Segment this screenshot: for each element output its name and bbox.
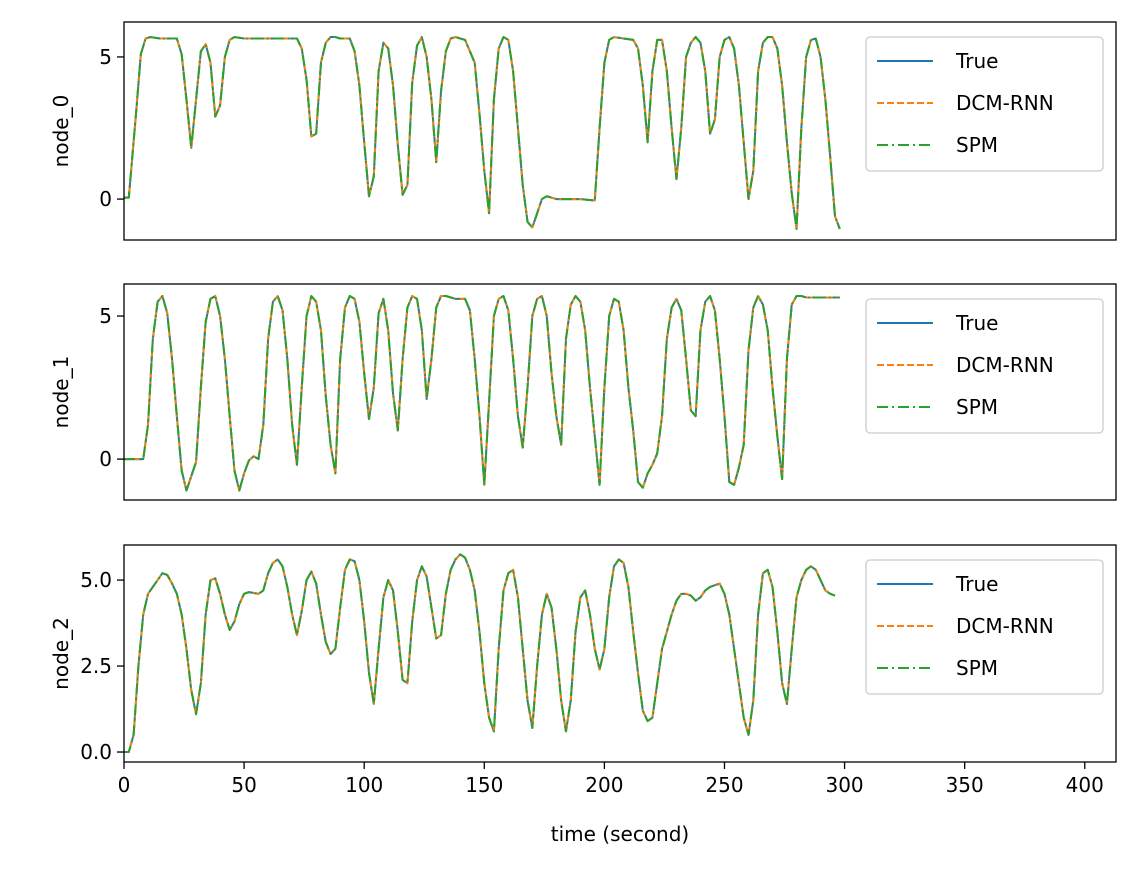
axes-frame bbox=[123, 21, 1117, 241]
legend: True DCM-RNN SPM bbox=[865, 298, 1104, 434]
x-tick-label: 150 bbox=[465, 773, 503, 797]
y-tick-label: 2.5 bbox=[80, 654, 112, 678]
x-tick-label: 200 bbox=[585, 773, 623, 797]
y-axis-label: node_2 bbox=[49, 617, 73, 690]
plot-area bbox=[124, 295, 840, 492]
plot-area bbox=[124, 36, 841, 230]
y-tick-label: 0.0 bbox=[80, 740, 112, 764]
plot-area bbox=[124, 553, 836, 754]
legend-label: True bbox=[955, 311, 998, 335]
y-tick-label: 5 bbox=[99, 45, 112, 69]
y-axis-label: node_0 bbox=[49, 95, 73, 168]
legend-label: DCM-RNN bbox=[956, 614, 1054, 638]
legend-label: SPM bbox=[956, 656, 998, 680]
legend-label: True bbox=[955, 572, 998, 596]
series-line bbox=[124, 553, 836, 754]
y-axis-label: node_1 bbox=[49, 356, 73, 429]
x-tick-label: 300 bbox=[825, 773, 863, 797]
legend-box bbox=[865, 559, 1104, 695]
legend-label: SPM bbox=[956, 133, 998, 157]
subplot: 0 5 node_0 True DCM-RNN SPM bbox=[49, 21, 1117, 241]
legend: True DCM-RNN SPM bbox=[865, 36, 1104, 172]
series-line bbox=[124, 295, 840, 492]
series-line bbox=[124, 36, 841, 230]
series-line bbox=[124, 36, 841, 230]
legend-box bbox=[865, 36, 1104, 172]
subplot: 0 5 node_1 True DCM-RNN SPM bbox=[49, 283, 1117, 501]
x-tick-label: 400 bbox=[1066, 773, 1104, 797]
subplot: 0.0 2.5 5.0 0 50 100 150 200 250 300 350 400 node_2t… bbox=[49, 544, 1117, 846]
y-tick-label: 5 bbox=[99, 304, 112, 328]
legend-label: SPM bbox=[956, 395, 998, 419]
legend-label: DCM-RNN bbox=[956, 353, 1054, 377]
axes-frame bbox=[123, 283, 1117, 501]
legend-label: True bbox=[955, 49, 998, 73]
legend: True DCM-RNN SPM bbox=[865, 559, 1104, 695]
series-line bbox=[124, 295, 840, 492]
series-line bbox=[124, 553, 836, 754]
x-tick-label: 350 bbox=[946, 773, 984, 797]
x-tick-label: 100 bbox=[345, 773, 383, 797]
x-tick-label: 250 bbox=[705, 773, 743, 797]
y-tick-label: 0 bbox=[99, 187, 112, 211]
x-tick-label: 0 bbox=[118, 773, 131, 797]
series-line bbox=[124, 553, 836, 754]
x-axis-label: time (second) bbox=[551, 822, 689, 846]
y-tick-label: 5.0 bbox=[80, 568, 112, 592]
y-tick-label: 0 bbox=[99, 447, 112, 471]
x-tick-label: 50 bbox=[231, 773, 256, 797]
axes-frame bbox=[123, 544, 1117, 763]
legend-label: DCM-RNN bbox=[956, 91, 1054, 115]
legend-box bbox=[865, 298, 1104, 434]
